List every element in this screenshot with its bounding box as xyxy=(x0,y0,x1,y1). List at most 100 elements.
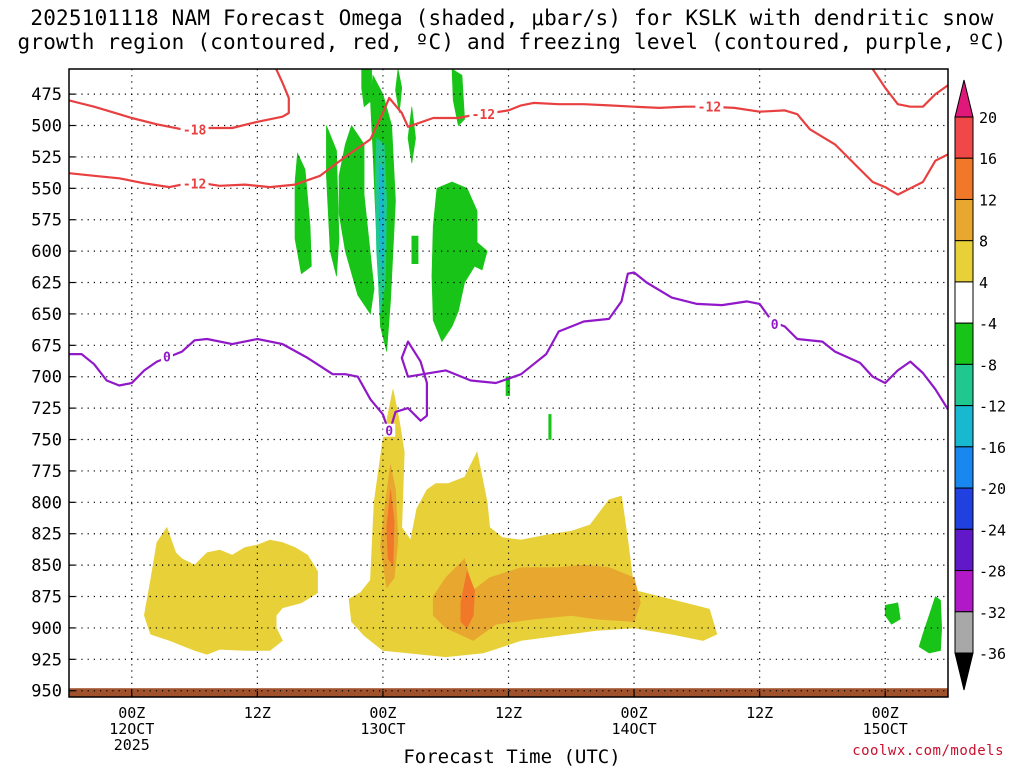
y-tick-label-550: 550 xyxy=(31,179,62,199)
x-axis-title: Forecast Time (UTC) xyxy=(403,746,621,768)
x-tick-label-4-2: 14OCT xyxy=(611,720,656,738)
x-tick-label-5-1: 12Z xyxy=(746,704,773,722)
contour-label-1: -12 xyxy=(183,177,206,192)
omega-colorbar: 20 16 12 8 4 -4 -8 -12 -16 -20 -24 -28 -32 -36 xyxy=(954,79,1006,691)
contour-label-bg-3 xyxy=(695,99,724,113)
y-tick-label-775: 775 xyxy=(31,462,62,482)
colorbar-bin-9 xyxy=(954,446,974,489)
colorbar-label-7: -12 xyxy=(979,398,1006,416)
y-tick-label-925: 925 xyxy=(31,650,62,670)
contour-label-6: 0 xyxy=(771,318,779,333)
colorbar-bin-8 xyxy=(954,405,974,448)
colorbar-top-triangle xyxy=(954,79,974,118)
contour-label-4: 0 xyxy=(163,351,171,366)
omega-region-8_to_12-1 xyxy=(432,558,641,641)
colorbar-bin-2 xyxy=(954,157,974,200)
colorbar-bin-10 xyxy=(954,487,974,530)
contour-0 xyxy=(69,69,290,132)
y-tick-label-575: 575 xyxy=(31,211,62,231)
contour-label-0: -18 xyxy=(183,123,207,138)
contour-label-5: 0 xyxy=(385,425,393,440)
y-tick-label-750: 750 xyxy=(31,431,62,451)
x-tick-label-1-1: 12Z xyxy=(244,704,271,722)
contour-label-bg-4 xyxy=(160,349,173,363)
contour-3 xyxy=(69,271,948,435)
contour-label-bg-0 xyxy=(180,122,209,136)
y-tick-label-500: 500 xyxy=(31,117,62,137)
omega-region-12_to_16-1 xyxy=(460,570,475,629)
omega-region--8_to_-4-12 xyxy=(884,602,901,625)
y-tick-label-950: 950 xyxy=(31,682,62,702)
x-tick-label-4-1: 00Z xyxy=(621,704,648,722)
x-tick-label-6-2: 15OCT xyxy=(863,720,908,738)
colorbar-label-8: -16 xyxy=(979,439,1006,457)
chart-title: 2025101118 NAM Forecast Omega (shaded, μ… xyxy=(0,6,1024,54)
colorbar-label-12: -32 xyxy=(979,604,1006,622)
omega-region-12_to_16-0 xyxy=(386,489,395,566)
omega-region--8_to_-4-3 xyxy=(294,152,312,275)
colorbar-bin-6 xyxy=(954,322,974,365)
colorbar-label-0: 20 xyxy=(979,109,997,127)
omega-region--8_to_-4-0 xyxy=(338,124,375,315)
colorbar-bottom-triangle xyxy=(954,652,974,691)
x-tick-label-2-1: 00Z xyxy=(369,704,396,722)
x-tick-label-6-1: 00Z xyxy=(872,704,899,722)
colorbar-bin-7 xyxy=(954,363,974,407)
y-tick-label-700: 700 xyxy=(31,368,62,388)
contour-label-2: -12 xyxy=(472,108,495,123)
omega-region-4_to_8-0 xyxy=(143,526,318,655)
colorbar-label-6: -8 xyxy=(979,356,997,374)
colorbar-bin-5 xyxy=(954,281,974,324)
x-tick-label-0-1: 00Z xyxy=(118,704,145,722)
y-tick-label-875: 875 xyxy=(31,588,62,608)
site-credit[interactable]: coolwx.com/models xyxy=(852,743,1004,759)
contour-label-bg-1 xyxy=(180,176,209,190)
x-tick-label-3-1: 12Z xyxy=(495,704,522,722)
colorbar-bin-13 xyxy=(954,611,974,654)
y-tick-label-625: 625 xyxy=(31,274,62,294)
omega-region--8_to_-4-11 xyxy=(548,414,552,440)
colorbar-label-10: -24 xyxy=(979,521,1006,539)
x-tick-label-0-2: 12OCT xyxy=(109,720,154,738)
contour-1 xyxy=(69,96,948,196)
omega-region--8_to_-4-6 xyxy=(407,106,416,164)
y-tick-label-800: 800 xyxy=(31,493,62,513)
colorbar-label-9: -20 xyxy=(979,480,1006,498)
y-tick-label-650: 650 xyxy=(31,305,62,325)
contour-label-bg-5 xyxy=(383,423,396,437)
omega-region--8_to_-4-13 xyxy=(918,596,943,654)
contour-label-bg-6 xyxy=(768,316,781,330)
y-tick-label-825: 825 xyxy=(31,525,62,545)
contour-label-bg-2 xyxy=(469,107,498,121)
pressure-axis: 475 500 525 550 575 600 625 650 675 700 725 750 775 8… xyxy=(31,85,75,702)
omega-region--8_to_-4-8 xyxy=(431,181,488,343)
omega-region--8_to_-4-2 xyxy=(326,125,340,277)
colorbar-label-13: -36 xyxy=(979,645,1006,663)
y-tick-label-525: 525 xyxy=(31,148,62,168)
grid-lines xyxy=(69,69,948,697)
colorbar-bin-3 xyxy=(954,198,974,242)
colorbar-bin-12 xyxy=(954,570,974,613)
colorbar-label-4: 4 xyxy=(979,274,988,292)
y-tick-label-675: 675 xyxy=(31,336,62,356)
x-tick-label-0-3: 2025 xyxy=(114,736,150,754)
contour-lines: -18 -12 -12 -12 0 0 0 xyxy=(69,69,948,440)
omega-region--8_to_-4-9 xyxy=(411,235,419,265)
y-tick-label-725: 725 xyxy=(31,399,62,419)
y-tick-label-600: 600 xyxy=(31,242,62,262)
y-tick-label-475: 475 xyxy=(31,85,62,105)
chart-title-line-1: 2025101118 NAM Forecast Omega (shaded, μ… xyxy=(30,6,994,30)
contour-2 xyxy=(871,69,948,108)
omega-region--8_to_-4-7 xyxy=(451,69,465,127)
colorbar-label-2: 12 xyxy=(979,191,997,209)
chart-title-line-2: growth region (contoured, red, ºC) and f… xyxy=(17,30,1007,54)
colorbar-bin-11 xyxy=(954,528,974,572)
omega-region--8_to_-4-4 xyxy=(361,69,372,108)
colorbar-bin-1 xyxy=(954,116,974,159)
colorbar-label-3: 8 xyxy=(979,233,988,251)
x-tick-label-2-2: 13OCT xyxy=(360,720,405,738)
y-tick-label-900: 900 xyxy=(31,619,62,639)
colorbar-label-5: -4 xyxy=(979,315,997,333)
